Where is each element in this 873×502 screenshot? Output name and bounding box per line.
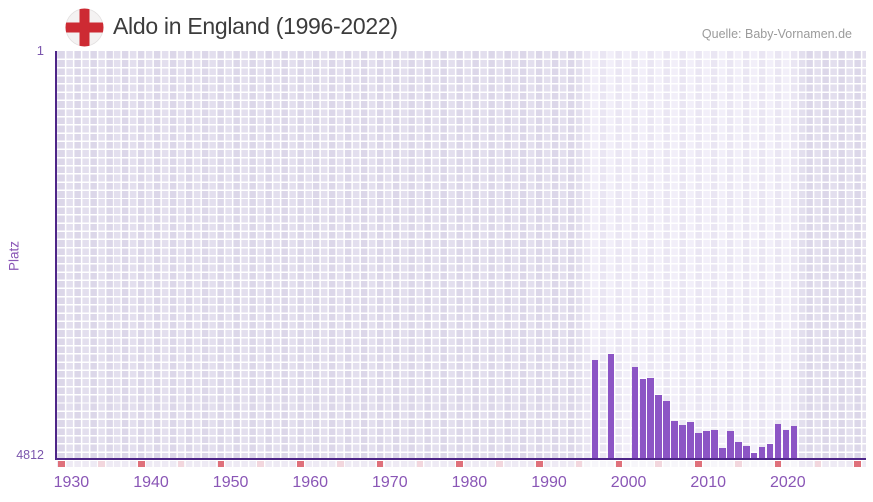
timeline-marker-1950 bbox=[217, 460, 225, 467]
bar-2012[interactable] bbox=[711, 429, 718, 458]
timeline-marker-1930 bbox=[58, 460, 65, 467]
bar-2016[interactable] bbox=[743, 445, 750, 458]
timeline-marker-1985 bbox=[496, 460, 503, 467]
x-tick-1980: 1980 bbox=[451, 474, 488, 491]
y-axis-min-tick: 4812 bbox=[16, 448, 44, 462]
x-axis-labels: 1930 1940 1950 1960 1970 1980 1990 2000 2010 2020 bbox=[53, 474, 866, 496]
bar-2003[interactable] bbox=[639, 378, 647, 458]
bar-2014[interactable] bbox=[727, 430, 734, 458]
bar-2021[interactable] bbox=[782, 430, 790, 458]
timeline-marker-2000 bbox=[615, 460, 623, 467]
timeline-marker-1935 bbox=[98, 460, 105, 467]
timeline-marker-2025 bbox=[814, 460, 822, 467]
timeline-marker-1955 bbox=[257, 460, 264, 467]
bar-2018[interactable] bbox=[758, 447, 766, 458]
timeline-marker-2030 bbox=[854, 460, 861, 467]
timeline-marker-1990 bbox=[536, 460, 543, 467]
x-tick-1930: 1930 bbox=[53, 474, 90, 491]
timeline-marker-2020 bbox=[774, 460, 782, 467]
x-tick-1970: 1970 bbox=[372, 474, 408, 491]
timeline-marker-1970 bbox=[376, 460, 384, 467]
bar-2017[interactable] bbox=[750, 453, 758, 458]
timeline-marker-2015 bbox=[735, 460, 742, 467]
page-title: Aldo in England (1996-2022) bbox=[113, 13, 398, 39]
y-axis-max-tick: 1 bbox=[36, 43, 44, 58]
timeline-marker-2005 bbox=[655, 460, 662, 467]
timeline-marker-1995 bbox=[575, 460, 583, 467]
bar-2002[interactable] bbox=[631, 366, 639, 458]
bar-2004[interactable] bbox=[647, 378, 654, 458]
bar-2019[interactable] bbox=[766, 444, 774, 458]
england-flag-icon bbox=[65, 8, 104, 47]
bar-2010[interactable] bbox=[695, 432, 702, 458]
x-tick-2020: 2020 bbox=[770, 474, 806, 491]
x-tick-1950: 1950 bbox=[212, 474, 249, 491]
x-tick-2000: 2000 bbox=[610, 474, 647, 491]
bar-2011[interactable] bbox=[703, 430, 710, 458]
bar-2015[interactable] bbox=[735, 441, 742, 458]
timeline-marker-1980 bbox=[456, 460, 463, 467]
bar-2022[interactable] bbox=[790, 425, 798, 458]
bar-2009[interactable] bbox=[687, 422, 694, 458]
bar-2006[interactable] bbox=[663, 400, 670, 458]
bar-2007[interactable] bbox=[671, 420, 678, 458]
x-tick-1960: 1960 bbox=[292, 474, 328, 491]
bar-1999[interactable] bbox=[607, 354, 615, 458]
timeline-marker-1975 bbox=[416, 460, 424, 467]
timeline-marker-1945 bbox=[177, 460, 185, 467]
bar-2005[interactable] bbox=[655, 395, 662, 458]
plot-area bbox=[55, 51, 866, 460]
bar-2013[interactable] bbox=[719, 448, 726, 458]
timeline-strip-coverage bbox=[582, 460, 799, 467]
x-tick-1990: 1990 bbox=[531, 474, 567, 491]
timeline-marker-1960 bbox=[297, 460, 304, 467]
x-tick-2010: 2010 bbox=[690, 474, 726, 491]
bar-2008[interactable] bbox=[679, 425, 686, 458]
x-tick-1940: 1940 bbox=[133, 474, 169, 491]
bar-1997[interactable] bbox=[591, 360, 599, 458]
source-credit: Quelle: Baby-Vornamen.de bbox=[701, 27, 852, 41]
timeline-marker-1965 bbox=[337, 460, 344, 467]
bars-layer bbox=[57, 51, 866, 458]
y-axis-title: Platz bbox=[6, 240, 22, 272]
timeline-marker-1940 bbox=[138, 460, 145, 467]
timeline-marker-2010 bbox=[695, 460, 702, 467]
timeline-strip bbox=[57, 460, 866, 467]
bar-2020[interactable] bbox=[774, 423, 782, 458]
